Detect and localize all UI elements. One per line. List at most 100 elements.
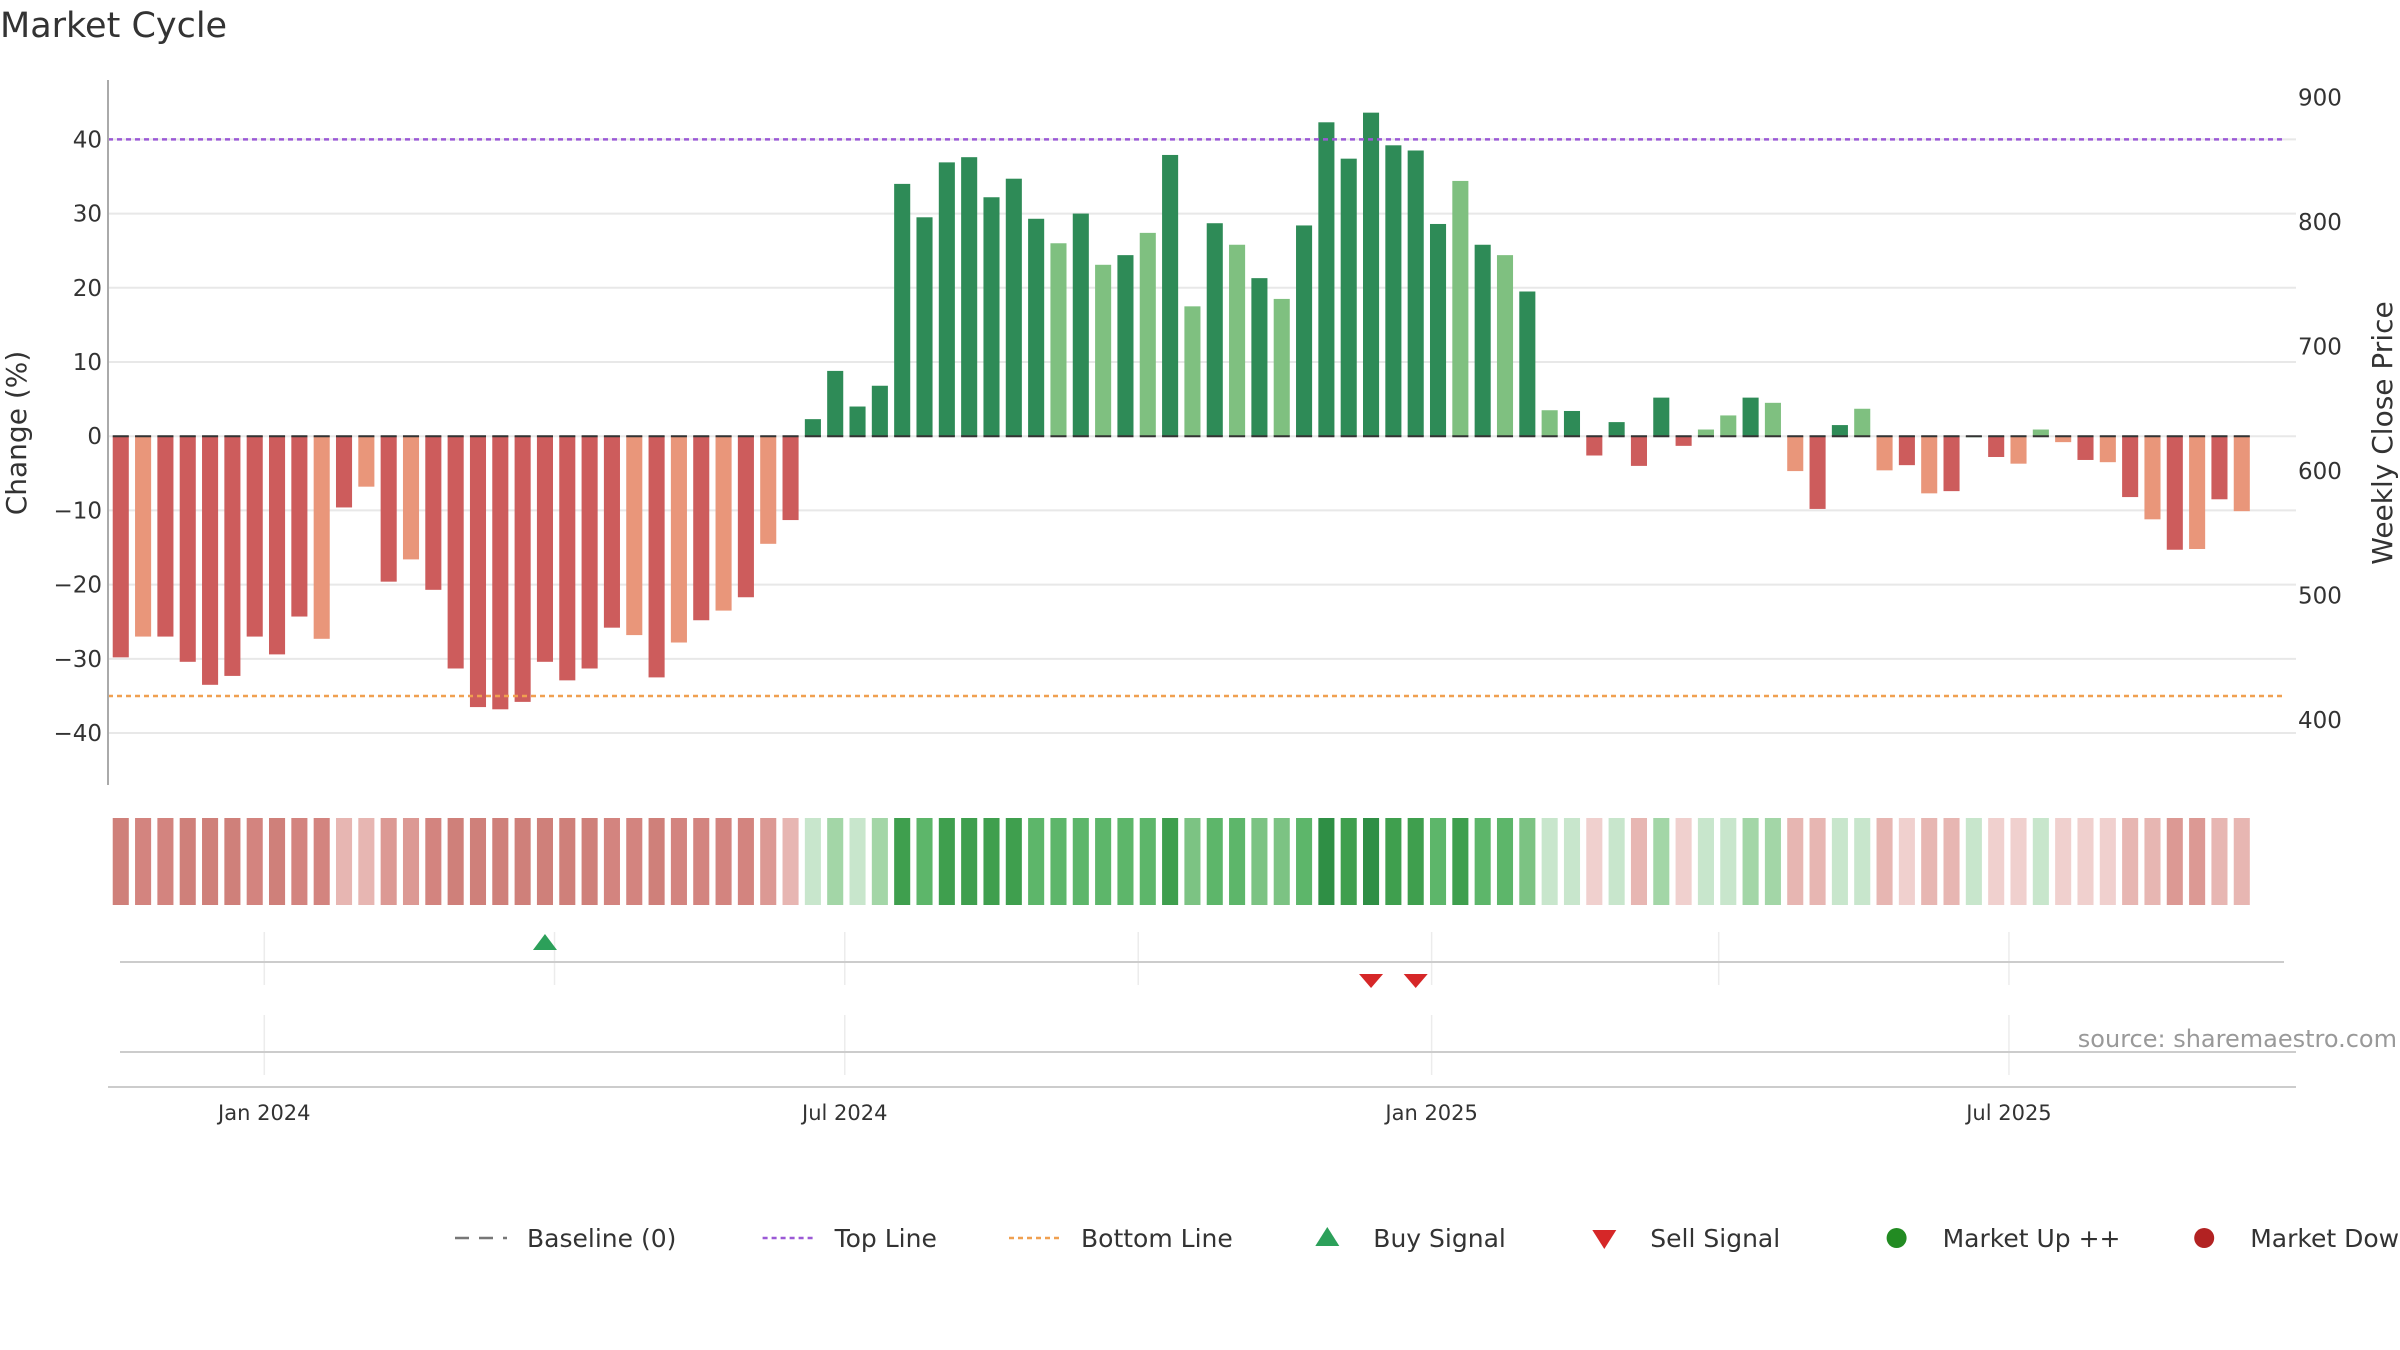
legend-item-down: Market Down --: [2194, 1224, 2400, 1253]
bar: [693, 436, 710, 621]
legend-label: Buy Signal: [1373, 1224, 1506, 1253]
heat-cell: [1541, 818, 1558, 905]
heat-cell: [1296, 818, 1313, 905]
legend-item-up: Market Up ++: [1886, 1224, 2121, 1253]
heat-cell: [1363, 818, 1380, 905]
y2-tick-label: 400: [2298, 708, 2342, 734]
bar: [1496, 255, 1514, 437]
bar: [2211, 436, 2228, 500]
y-tick-label: −10: [53, 498, 102, 524]
heat-cell: [760, 818, 777, 905]
bar: [2055, 436, 2072, 443]
y-tick-label: 0: [87, 424, 102, 450]
bar: [1988, 436, 2005, 457]
bar: [871, 385, 888, 437]
bar: [1117, 255, 1134, 437]
heat-cell: [112, 818, 129, 905]
bar: [335, 436, 353, 508]
bar: [1184, 306, 1201, 437]
bar: [603, 436, 620, 628]
y-tick-label: 20: [73, 276, 102, 302]
heat-cell: [559, 818, 576, 905]
heat-cell: [827, 818, 844, 905]
bar: [849, 406, 866, 437]
bar: [1095, 264, 1112, 437]
heat-cell: [1831, 818, 1848, 905]
heat-cell: [536, 818, 553, 905]
heat-cell: [224, 818, 241, 905]
heat-cell: [157, 818, 174, 905]
bar: [2166, 436, 2183, 550]
heat-cell: [1005, 818, 1022, 905]
heat-cell: [961, 818, 978, 905]
bar: [425, 436, 442, 590]
heat-cell: [782, 818, 799, 905]
bar: [983, 197, 1000, 437]
bar: [1340, 158, 1357, 437]
bar: [1921, 436, 1938, 494]
signals-panel: [120, 932, 2284, 988]
bar: [1296, 225, 1313, 437]
bar: [224, 436, 241, 676]
heat-cell: [246, 818, 263, 905]
heat-cell: [2099, 818, 2116, 905]
heat-cell: [1251, 818, 1268, 905]
y2-tick-label: 800: [2298, 210, 2342, 236]
bottom-panel: [120, 1015, 2296, 1075]
heat-cell: [1050, 818, 1067, 905]
bar: [246, 436, 263, 637]
heat-cell: [1988, 818, 2005, 905]
y-tick-label: −30: [53, 647, 102, 673]
bar: [760, 436, 777, 544]
legend-buy-icon: [1315, 1227, 1340, 1246]
bar: [2144, 436, 2161, 520]
heat-cell: [871, 818, 888, 905]
heat-cell: [1720, 818, 1737, 905]
heat-cell: [1563, 818, 1581, 905]
bar: [1608, 422, 1625, 437]
bar: [380, 436, 397, 582]
heat-cell: [1630, 818, 1647, 905]
bar: [1720, 415, 1737, 437]
heat-cell: [1385, 818, 1402, 905]
heat-cell: [648, 818, 665, 905]
heat-cell: [737, 818, 754, 905]
page-title: Market Cycle: [0, 6, 228, 46]
x-tick-label: Jan 2024: [216, 1101, 311, 1125]
bar: [402, 436, 420, 560]
heat-cell: [2166, 818, 2183, 905]
bar: [1787, 436, 1804, 472]
legend-label: Sell Signal: [1650, 1224, 1780, 1253]
bar: [1229, 244, 1246, 437]
heat-cell: [179, 818, 196, 905]
heat-cell: [1452, 818, 1469, 905]
bar: [961, 157, 978, 437]
heat-cell: [894, 818, 911, 905]
bar: [1541, 410, 1558, 437]
bar: [2032, 429, 2049, 437]
heat-cell: [1117, 818, 1134, 905]
heat-cell: [269, 818, 286, 905]
heat-cell: [135, 818, 152, 905]
heat-cell: [715, 818, 732, 905]
bar: [313, 436, 330, 639]
bar: [1519, 291, 1536, 437]
bar: [514, 436, 531, 702]
heat-cell: [1697, 818, 1714, 905]
bar: [1028, 218, 1045, 437]
y2-tick-label: 900: [2298, 85, 2342, 111]
heat-cell: [1675, 818, 1692, 905]
bar: [1898, 436, 1915, 466]
sell-signal-marker: [1403, 974, 1428, 988]
heat-cell: [313, 818, 330, 905]
heat-cell: [2055, 818, 2072, 905]
heat-cell: [1273, 818, 1290, 905]
bar: [1072, 213, 1089, 437]
bar: [1005, 178, 1022, 437]
heat-cell: [1943, 818, 1960, 905]
heat-cell: [1898, 818, 1915, 905]
bar: [916, 217, 933, 437]
bar: [2010, 436, 2027, 464]
bar: [2122, 436, 2139, 498]
heat-cell: [1028, 818, 1045, 905]
